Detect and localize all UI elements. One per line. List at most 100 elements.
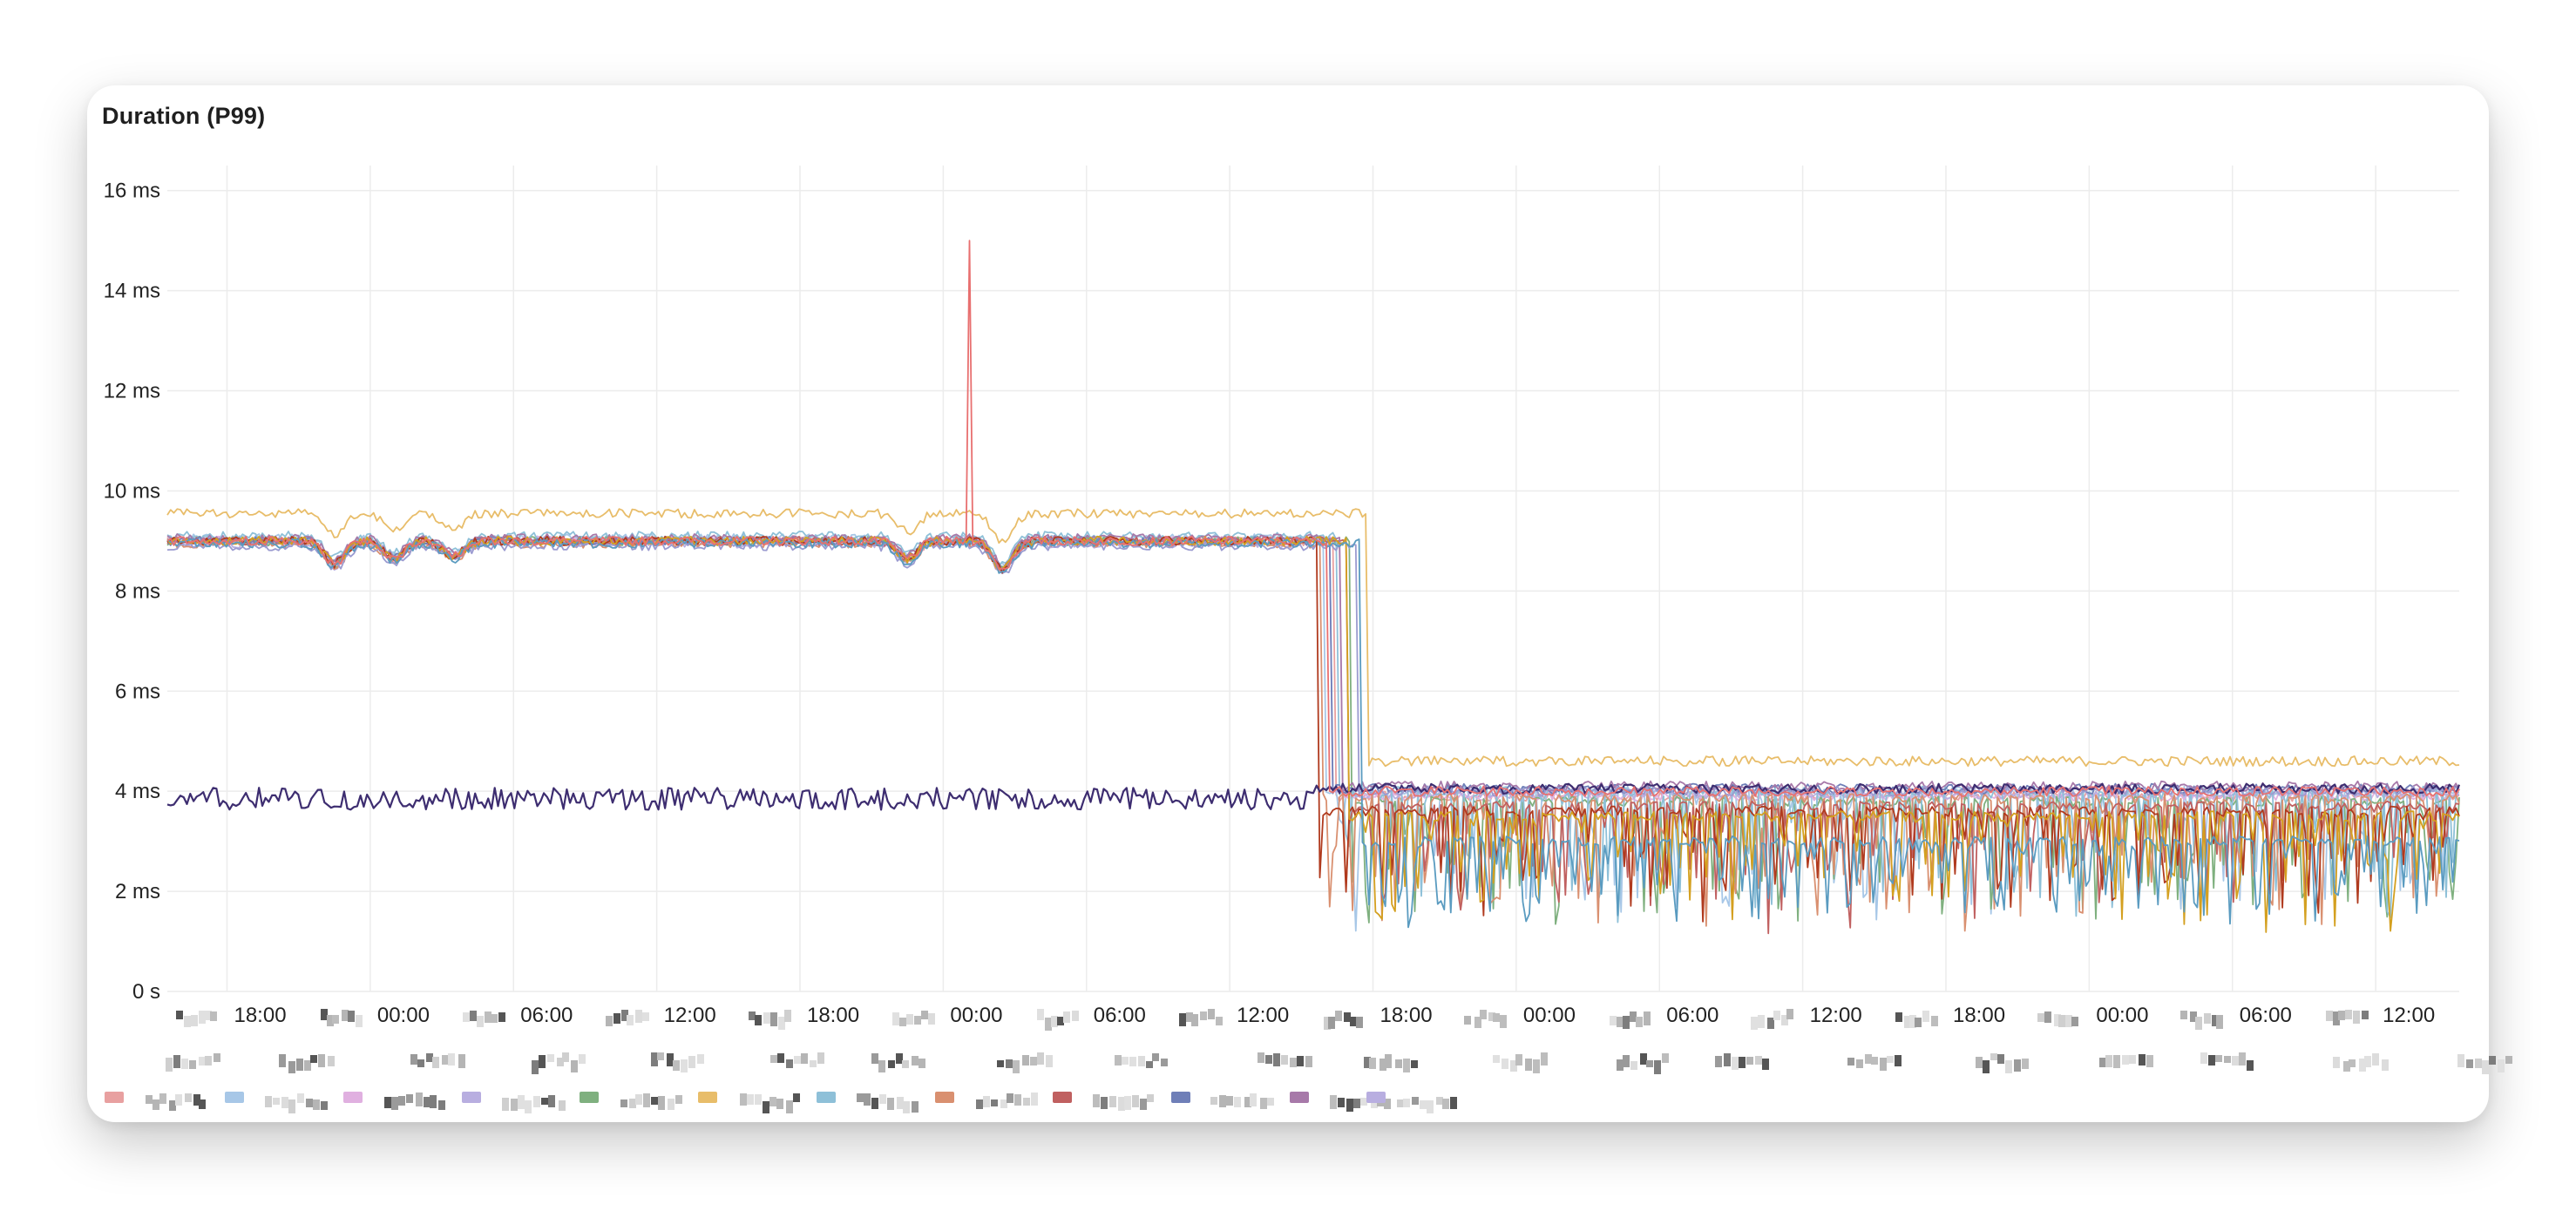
pixel-block [1122,1057,1129,1066]
legend-swatch[interactable] [225,1092,244,1103]
pixel-block [1327,1016,1335,1030]
pixel-block [778,1016,786,1030]
legend-swatch[interactable] [1053,1092,1072,1103]
pixel-block [1129,1056,1136,1066]
pixel-block [1525,1059,1533,1071]
legend-swatch[interactable] [462,1092,481,1103]
pixel-block [193,1094,200,1106]
pixel-block [288,1060,295,1073]
legend-swatch[interactable] [1290,1092,1309,1103]
pixel-block [462,1011,470,1022]
pixel-block [1931,1015,1939,1026]
x-tick-label: 06:00 [1094,1004,1146,1027]
series-lines [166,240,2461,935]
pixel-block [901,1060,909,1069]
pixel-block [871,1098,879,1110]
pixel-block [906,1013,914,1025]
pixel-block [1046,1054,1054,1068]
pixel-block [1161,1059,1169,1067]
pixel-block [1191,1013,1199,1027]
pixel-block [2211,1014,2219,1027]
legend-swatch[interactable] [580,1092,599,1103]
pixel-block [898,1017,906,1027]
pixel-block [658,1095,666,1110]
pixel-block [437,1099,445,1111]
pixel-block [579,1054,586,1065]
pixel-block [1356,1016,1364,1028]
pixel-block [776,1099,784,1109]
legend-swatch[interactable] [935,1092,954,1103]
pixel-block [1124,1096,1132,1110]
pixel-block [871,1052,879,1064]
pixel-block [1540,1052,1548,1066]
pixel-block [1353,1099,1361,1108]
legend-swatch[interactable] [817,1092,836,1103]
series-line [166,535,2460,935]
pixel-block [776,1052,784,1064]
pixel-block [2333,1011,2341,1025]
pixel-block [2325,1011,2333,1021]
pixel-block [783,1010,791,1023]
pixel-block [754,1094,762,1105]
pixel-block [1880,1057,1888,1072]
pixel-block [2122,1054,2130,1065]
pixel-block [332,1014,340,1025]
legend-swatch[interactable] [1366,1092,1386,1103]
pixel-block [1335,1011,1343,1022]
pixel-block [175,1093,183,1106]
pixel-block [864,1093,871,1106]
pixel-block [1259,1097,1267,1109]
pixel-block [1072,1010,1080,1022]
legend-swatch[interactable] [343,1092,363,1103]
pixel-block [441,1054,449,1066]
pixel-block [2344,1009,2352,1020]
pixel-block [911,1100,919,1113]
pixel-block [1435,1097,1443,1105]
pixel-block [1296,1055,1304,1067]
pixel-block [2208,1055,2216,1066]
pixel-block [484,1011,491,1023]
pixel-block [1257,1052,1264,1064]
legend-swatch[interactable] [1171,1092,1190,1103]
pixel-block [2333,1057,2341,1069]
pixel-block [1653,1060,1661,1074]
pixel-block [1044,1017,1052,1032]
pixel-block [911,1055,919,1066]
pixel-block [650,1096,658,1106]
pixel-block [1030,1093,1038,1106]
pixel-block [809,1059,817,1067]
pixel-block [1250,1093,1257,1107]
pixel-block [313,1099,321,1111]
pixel-block [1908,1015,1916,1028]
pixel-block [204,1010,212,1021]
pixel-block [817,1052,824,1064]
pixel-block [1138,1055,1146,1067]
pixel-block [355,1015,363,1028]
pixel-block [1643,1011,1651,1026]
pixel-block [1990,1052,1998,1061]
series-line [166,540,2460,797]
pixel-block [1975,1056,1983,1068]
pixel-block [2146,1054,2154,1068]
pixel-block [620,1099,628,1108]
pixel-block [1007,1093,1014,1103]
y-tick-label: 8 ms [115,579,160,603]
pixel-block [1488,1011,1495,1022]
legend-swatch[interactable] [698,1092,717,1103]
pixel-block [1895,1011,1902,1023]
pixel-block [1739,1057,1746,1068]
pixel-block [746,1093,754,1106]
series-line [166,535,2460,795]
pixel-block [1207,1009,1215,1020]
pixel-block [1746,1057,1754,1066]
pixel-block [643,1093,651,1107]
legend-swatch[interactable] [105,1092,124,1103]
pixel-block [2231,1055,2239,1066]
chart-panel: Duration (P99) 0 s 2 ms 4 ms 6 ms 8 ms 10 ms 1… [87,85,2512,1122]
series-line [166,533,2460,792]
pixel-block [175,1010,183,1020]
pixel-block [696,1054,704,1064]
pixel-block [1639,1052,1647,1065]
x-tick-label: 00:00 [2096,1004,2148,1027]
y-axis: 0 s 2 ms 4 ms 6 ms 8 ms 10 ms 12 ms 14 ms 16 ms [104,179,160,1004]
